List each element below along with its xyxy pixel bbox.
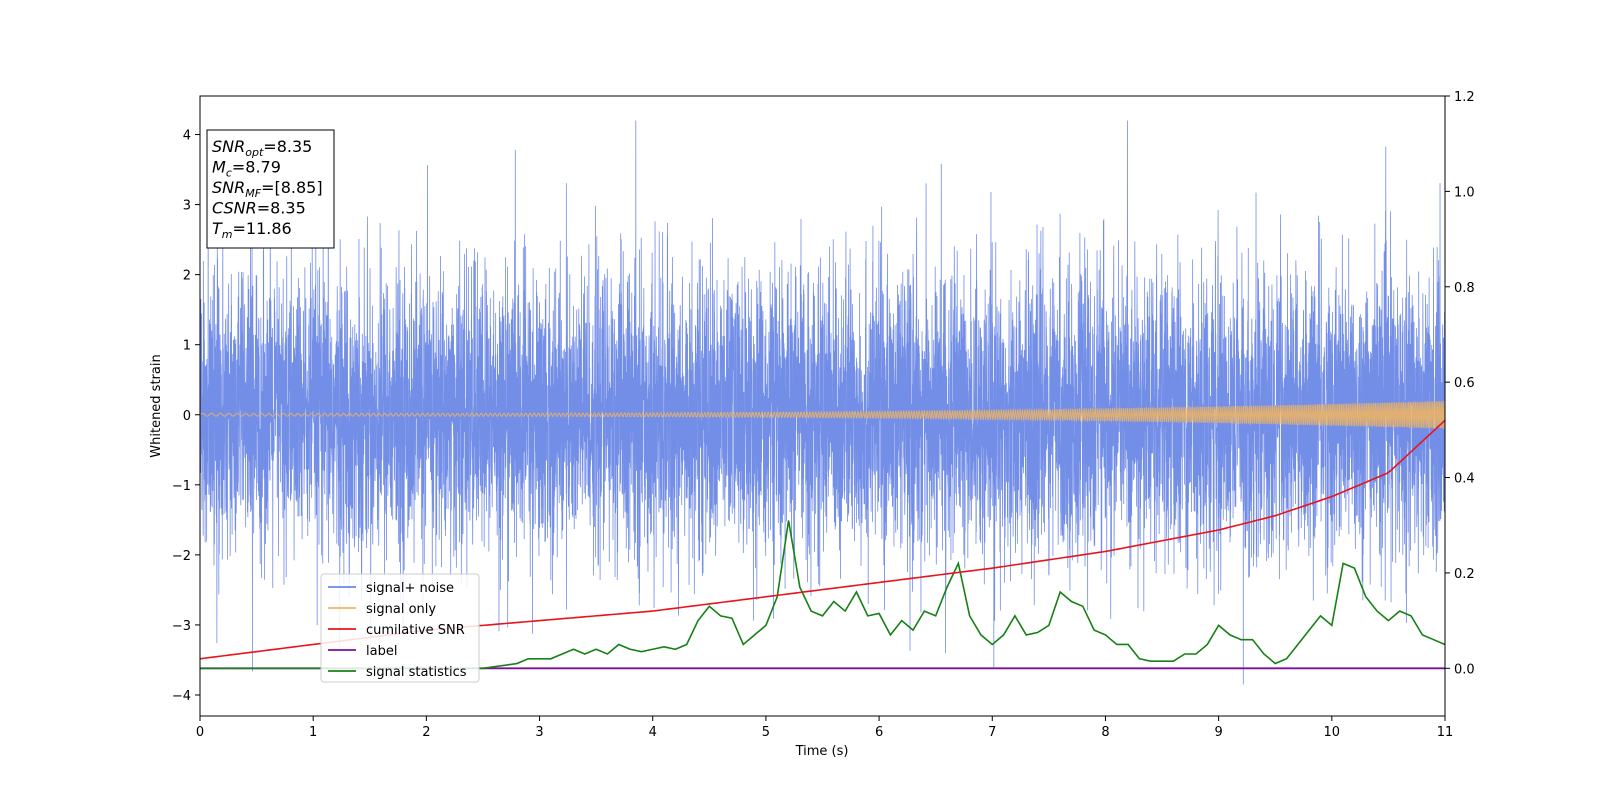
legend-label: signal+ noise xyxy=(366,581,454,596)
x-tick-label: 9 xyxy=(1214,725,1222,740)
signal-only-line xyxy=(200,400,1445,429)
annotation-subscript: MF xyxy=(245,187,261,200)
annotation-line: Tm=11.86 xyxy=(212,219,292,241)
y-axis-label: Whitened strain xyxy=(149,354,164,457)
y-left-tick-label: 0 xyxy=(183,409,191,424)
x-tick-label: 4 xyxy=(649,725,657,740)
x-axis: 0 1 2 3 4 5 6 7 8 9 10 11 xyxy=(196,716,1453,740)
annotation-subscript: opt xyxy=(245,146,264,159)
x-tick-label: 8 xyxy=(1101,725,1109,740)
y-left-tick-label: −1 xyxy=(172,479,191,494)
annotation-line: SNRopt=8.35 xyxy=(212,137,312,159)
annotation-value: =[8.85] xyxy=(261,178,323,197)
y-left-tick-label: −3 xyxy=(172,619,191,634)
legend-label: signal only xyxy=(366,602,436,617)
y-right-tick-label: 1.0 xyxy=(1454,185,1475,200)
annotation-symbol: SNR xyxy=(212,178,245,197)
annotation-line: SNRMF=[8.85] xyxy=(212,178,323,200)
y-left-tick-label: −2 xyxy=(172,549,191,564)
x-tick-label: 0 xyxy=(196,725,204,740)
y-right-tick-label: 0.0 xyxy=(1454,662,1475,677)
legend-label: cumilative SNR xyxy=(366,623,465,638)
annotation-symbol: M xyxy=(212,158,226,177)
signal-statistics-line xyxy=(200,520,1445,670)
annotation-symbol: SNR xyxy=(212,137,245,156)
y-right-tick-label: 0.8 xyxy=(1454,281,1475,296)
y-right-tick-label: 1.2 xyxy=(1454,90,1475,105)
x-tick-label: 6 xyxy=(875,725,883,740)
y-right-tick-label: 0.2 xyxy=(1454,567,1475,582)
y-left-tick-label: −4 xyxy=(172,689,191,704)
annotation-box: SNRopt=8.35Mc=8.79SNRMF=[8.85]CSNR=8.35T… xyxy=(206,129,335,249)
annotation-value: =11.86 xyxy=(233,219,292,238)
legend-label: signal statistics xyxy=(366,665,467,680)
y-left-tick-label: 3 xyxy=(183,199,191,214)
x-tick-label: 7 xyxy=(988,725,996,740)
x-tick-label: 10 xyxy=(1324,725,1341,740)
annotation-symbol: T xyxy=(212,219,223,238)
x-tick-label: 3 xyxy=(535,725,543,740)
annotation-symbol: CSNR xyxy=(212,199,257,218)
signal-only-series xyxy=(200,400,1445,429)
x-tick-label: 2 xyxy=(422,725,430,740)
annotation-subscript: c xyxy=(226,167,232,180)
y-right-tick-label: 0.4 xyxy=(1454,472,1475,487)
annotation-value: =8.35 xyxy=(263,137,312,156)
plot-frame xyxy=(199,95,1446,717)
x-tick-label: 11 xyxy=(1437,725,1454,740)
annotation-line: CSNR=8.35 xyxy=(212,199,306,218)
x-tick-label: 5 xyxy=(762,725,770,740)
annotation-value: =8.79 xyxy=(232,158,281,177)
legend-label: label xyxy=(366,644,397,659)
annotation-line: Mc=8.79 xyxy=(212,158,281,180)
y-left-tick-label: 1 xyxy=(183,339,191,354)
x-tick-label: 1 xyxy=(309,725,317,740)
left-y-axis: −4 −3 −2 −1 0 1 2 3 4 xyxy=(172,129,200,704)
annotation-frame xyxy=(206,129,335,249)
legend-frame xyxy=(320,573,480,683)
y-right-tick-label: 0.6 xyxy=(1454,376,1475,391)
y-left-tick-label: 4 xyxy=(183,129,191,144)
x-axis-label: Time (s) xyxy=(795,744,849,759)
right-y-axis: 0.0 0.2 0.4 0.6 0.8 1.0 1.2 xyxy=(1445,90,1475,677)
y-left-tick-label: 2 xyxy=(183,269,191,284)
annotation-subscript: m xyxy=(222,228,233,241)
legend: signal+ noise signal only cumilative SNR la… xyxy=(320,573,480,683)
annotation-value: =8.35 xyxy=(257,199,306,218)
